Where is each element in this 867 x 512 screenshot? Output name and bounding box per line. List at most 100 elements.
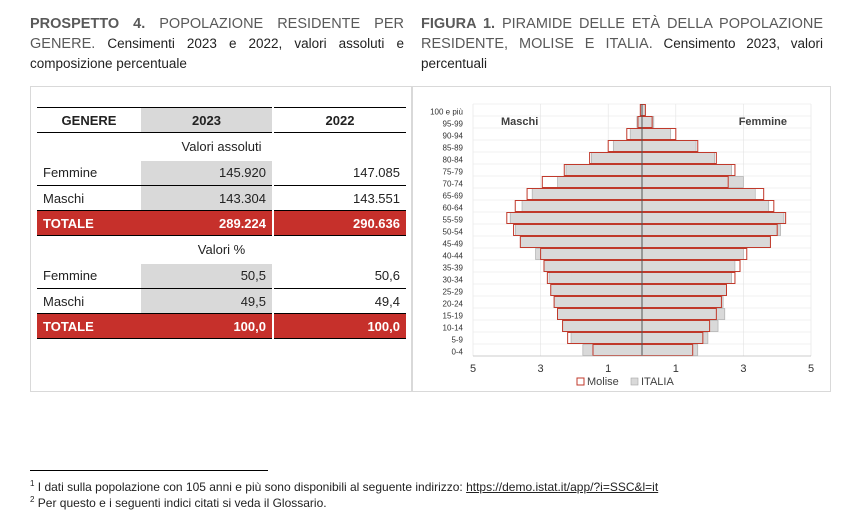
row-label: Maschi: [37, 288, 141, 314]
population-by-gender-table: GENERE 2023 2022 Valori assoluti Femmine…: [37, 107, 406, 339]
legend-label-molise: Molise: [587, 376, 619, 388]
bar-italia-male: [520, 236, 643, 248]
y-tick-label: 85-89: [443, 144, 464, 153]
y-tick-label: 95-99: [443, 120, 464, 129]
bar-italia-female: [641, 284, 727, 296]
total-2022: 290.636: [273, 210, 406, 236]
y-tick-label: 25-29: [443, 288, 464, 297]
bar-italia-male: [543, 260, 643, 272]
bar-italia-female: [641, 200, 770, 212]
bar-italia-male: [535, 248, 643, 260]
bar-italia-female: [641, 296, 724, 308]
bar-italia-female: [641, 104, 646, 116]
table-row: Maschi 143.304 143.551: [37, 185, 406, 211]
bar-italia-female: [641, 260, 736, 272]
cell-2022: 49,4: [273, 288, 406, 314]
x-tick-label: 5: [808, 363, 814, 375]
total-2022: 100,0: [273, 313, 406, 339]
row-label: Maschi: [37, 185, 141, 211]
x-tick-label: 5: [470, 363, 476, 375]
bar-italia-female: [641, 272, 732, 284]
footnote-2: 2 Per questo e i seguenti indici citati …: [30, 495, 327, 510]
y-tick-label: 60-64: [443, 204, 464, 213]
bar-italia-male: [582, 344, 643, 356]
bar-italia-male: [514, 224, 643, 236]
y-tick-label: 70-74: [443, 180, 464, 189]
right-side-label: Femmine: [739, 116, 787, 128]
bar-italia-male: [550, 284, 643, 296]
y-tick-label: 65-69: [443, 192, 464, 201]
table-caption: PROSPETTO 4. POPOLAZIONE RESIDENTE PER G…: [30, 14, 404, 74]
table-row: Femmine 50,5 50,6: [37, 263, 406, 289]
row-label: Femmine: [37, 263, 141, 289]
bar-italia-female: [641, 188, 756, 200]
x-tick-label: 1: [605, 363, 611, 375]
bar-italia-male: [570, 332, 643, 344]
bar-italia-male: [548, 272, 643, 284]
legend-swatch-molise: [576, 377, 585, 386]
total-2023: 289.224: [141, 210, 274, 236]
header-2022: 2022: [273, 107, 406, 133]
figure-caption: FIGURA 1. PIRAMIDE DELLE ETÀ DELLA POPOL…: [421, 14, 823, 74]
bar-italia-male: [591, 152, 643, 164]
bar-italia-male: [557, 308, 643, 320]
legend-label-italia: ITALIA: [641, 376, 674, 388]
bar-italia-male: [612, 140, 643, 152]
bar-italia-male: [565, 164, 643, 176]
bar-italia-female: [641, 212, 785, 224]
cell-2023: 49,5: [141, 288, 274, 314]
section-label-percent: Valori %: [197, 242, 246, 258]
y-tick-label: 15-19: [443, 312, 464, 321]
table-panel: GENERE 2023 2022 Valori assoluti Femmine…: [30, 86, 412, 392]
y-tick-label: 10-14: [443, 324, 464, 333]
footnote-link[interactable]: https://demo.istat.it/app/?i=SSC&l=it: [466, 480, 659, 494]
x-tick-label: 1: [673, 363, 679, 375]
cell-2023: 145.920: [141, 160, 274, 186]
total-row-percent: TOTALE 100,0 100,0: [37, 313, 406, 339]
bar-italia-female: [641, 248, 744, 260]
y-tick-label: 50-54: [443, 228, 464, 237]
bar-italia-male: [553, 296, 643, 308]
bar-italia-female: [641, 344, 699, 356]
footnote-text: I dati sulla popolazione con 105 anni e …: [34, 480, 467, 494]
bar-italia-male: [521, 200, 643, 212]
y-tick-label: 75-79: [443, 168, 464, 177]
y-tick-label: 40-44: [443, 252, 464, 261]
total-label: TOTALE: [37, 210, 141, 236]
x-tick-label: 3: [538, 363, 544, 375]
footnote-1: 1 I dati sulla popolazione con 105 anni …: [30, 479, 658, 494]
cell-2022: 147.085: [273, 160, 406, 186]
total-row-absolute: TOTALE 289.224 290.636: [37, 210, 406, 236]
y-tick-label: 20-24: [443, 300, 464, 309]
bar-italia-female: [641, 140, 697, 152]
cell-2023: 50,5: [141, 263, 274, 289]
table-caption-title: POPOLAZIONE RESIDENTE PER GENERE.: [30, 16, 404, 52]
cell-2023: 143.304: [141, 185, 274, 211]
bar-italia-male: [557, 176, 643, 188]
y-tick-label: 5-9: [451, 336, 463, 345]
footnote-text: Per questo e i seguenti indici citati si…: [34, 496, 327, 510]
bar-italia-female: [641, 224, 781, 236]
cell-2022: 50,6: [273, 263, 406, 289]
bar-italia-female: [641, 236, 771, 248]
y-tick-label: 45-49: [443, 240, 464, 249]
bar-italia-female: [641, 164, 732, 176]
bar-italia-male: [562, 320, 643, 332]
bar-italia-male: [531, 188, 643, 200]
age-pyramid-chart: 5 3 1 1 3 5 100 e più 95-99 90-94 85-89 80-84 75-79…: [430, 103, 814, 388]
total-2023: 100,0: [141, 313, 274, 339]
bar-italia-female: [641, 152, 715, 164]
total-label: TOTALE: [37, 313, 141, 339]
section-label-absolute: Valori assoluti: [181, 139, 262, 155]
bar-italia-female: [641, 332, 709, 344]
section-row-percent: Valori %: [37, 236, 406, 264]
header-genere: GENERE: [37, 107, 141, 133]
table-caption-subtitle: Censimenti 2023 e 2022, valori assoluti …: [30, 36, 404, 71]
footnote-number: 2: [30, 495, 35, 504]
y-tick-label: 100 e più: [430, 108, 463, 117]
figure-caption-label: FIGURA 1.: [421, 16, 496, 32]
x-tick-label: 3: [740, 363, 746, 375]
left-side-label: Maschi: [501, 116, 538, 128]
figure-caption-title: PIRAMIDE DELLE ETÀ DELLA POPOLAZIONE RES…: [421, 16, 823, 52]
header-2023: 2023: [141, 107, 274, 133]
